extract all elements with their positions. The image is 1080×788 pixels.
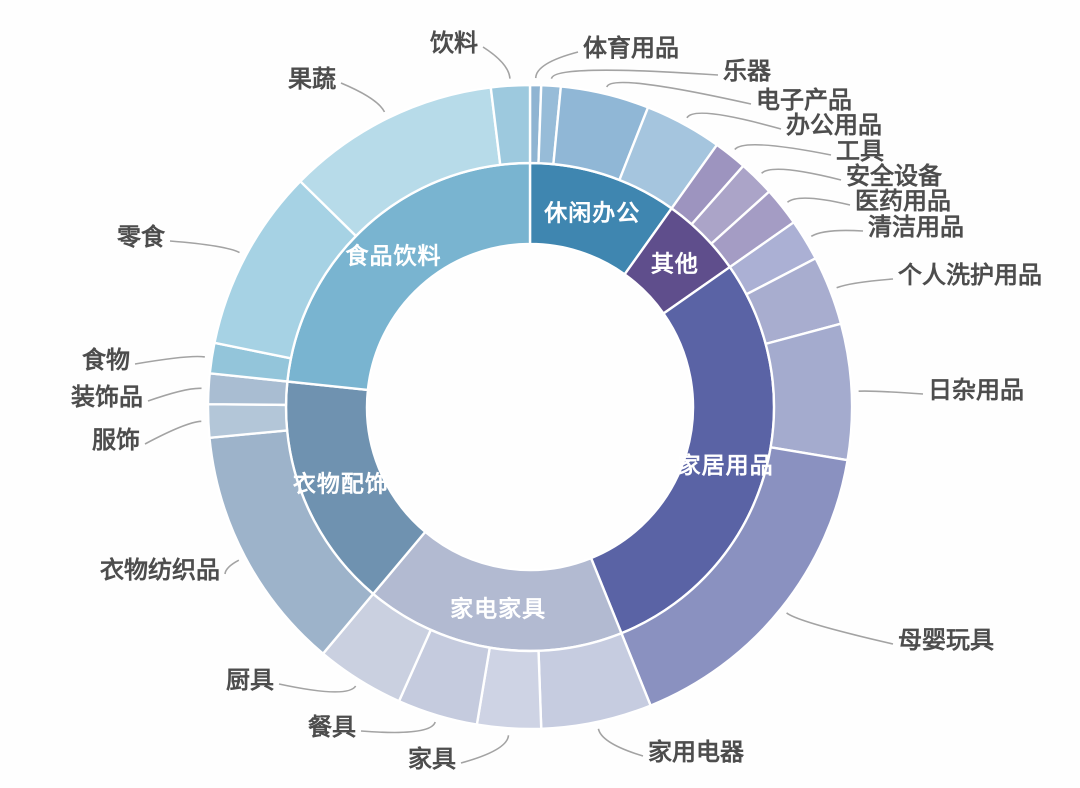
inner-segment-label: 家居用品 [678,452,774,478]
outer-segment[interactable] [489,83,532,167]
outer-segment-label: 办公用品 [786,112,882,139]
outer-segment-label: 安全设备 [846,162,943,190]
leader-line [597,728,644,757]
inner-segment-label: 衣物配饰 [293,470,389,496]
inner-segment-label: 休闲办公 [543,200,640,226]
outer-segment-label: 日杂用品 [928,377,1024,404]
leader-line [786,612,894,645]
leader-line [134,355,205,365]
outer-segment-label: 个人洗护用品 [898,262,1042,289]
outer-segment[interactable] [764,322,854,462]
outer-segment-label: 体育用品 [583,34,679,62]
leader-line [786,197,851,206]
outer-segment-label: 食物 [82,346,130,374]
leader-line [550,69,719,80]
leader-line [810,229,864,238]
leader-line [360,721,436,734]
outer-segment-label: 母婴玩具 [898,627,994,654]
leader-line [144,420,202,445]
outer-segment-label: 果蔬 [288,66,336,93]
leader-line [460,735,510,764]
leader-line [858,390,924,395]
leader-line [761,168,842,181]
outer-segment-label: 餐具 [308,714,356,741]
outer-segment-label: 工具 [836,138,884,165]
outer-segment-label: 饮料 [429,30,478,57]
leader-line [836,278,894,289]
inner-segment-label: 家电家具 [450,595,546,621]
outer-segment-label: 装饰品 [71,384,143,411]
outer-segment-label: 医药用品 [855,188,951,215]
outer-segment-label: 零食 [116,223,166,251]
leader-line [169,240,240,254]
leader-line [224,559,240,575]
outer-segment-label: 家用电器 [648,738,745,766]
outer-segment-label: 乐器 [723,58,772,85]
leader-line [482,46,511,79]
leader-line [340,82,386,113]
leader-line [278,683,357,693]
outer-segment-label: 家具 [408,745,456,773]
outer-segment-label: 衣物纺织品 [100,556,220,584]
inner-segment-label: 其他 [651,250,699,276]
leader-line [534,51,579,79]
outer-segment-label: 厨具 [226,667,274,694]
inner-segment-label: 食品饮料 [345,242,441,268]
outer-segment-label: 电子产品 [756,86,852,114]
outer-segment-label: 服饰 [92,427,140,454]
outer-segment-label: 清洁用品 [868,214,964,241]
leader-line [606,81,752,105]
leader-line [734,144,832,156]
leader-line [686,112,782,130]
leader-line [147,387,202,402]
